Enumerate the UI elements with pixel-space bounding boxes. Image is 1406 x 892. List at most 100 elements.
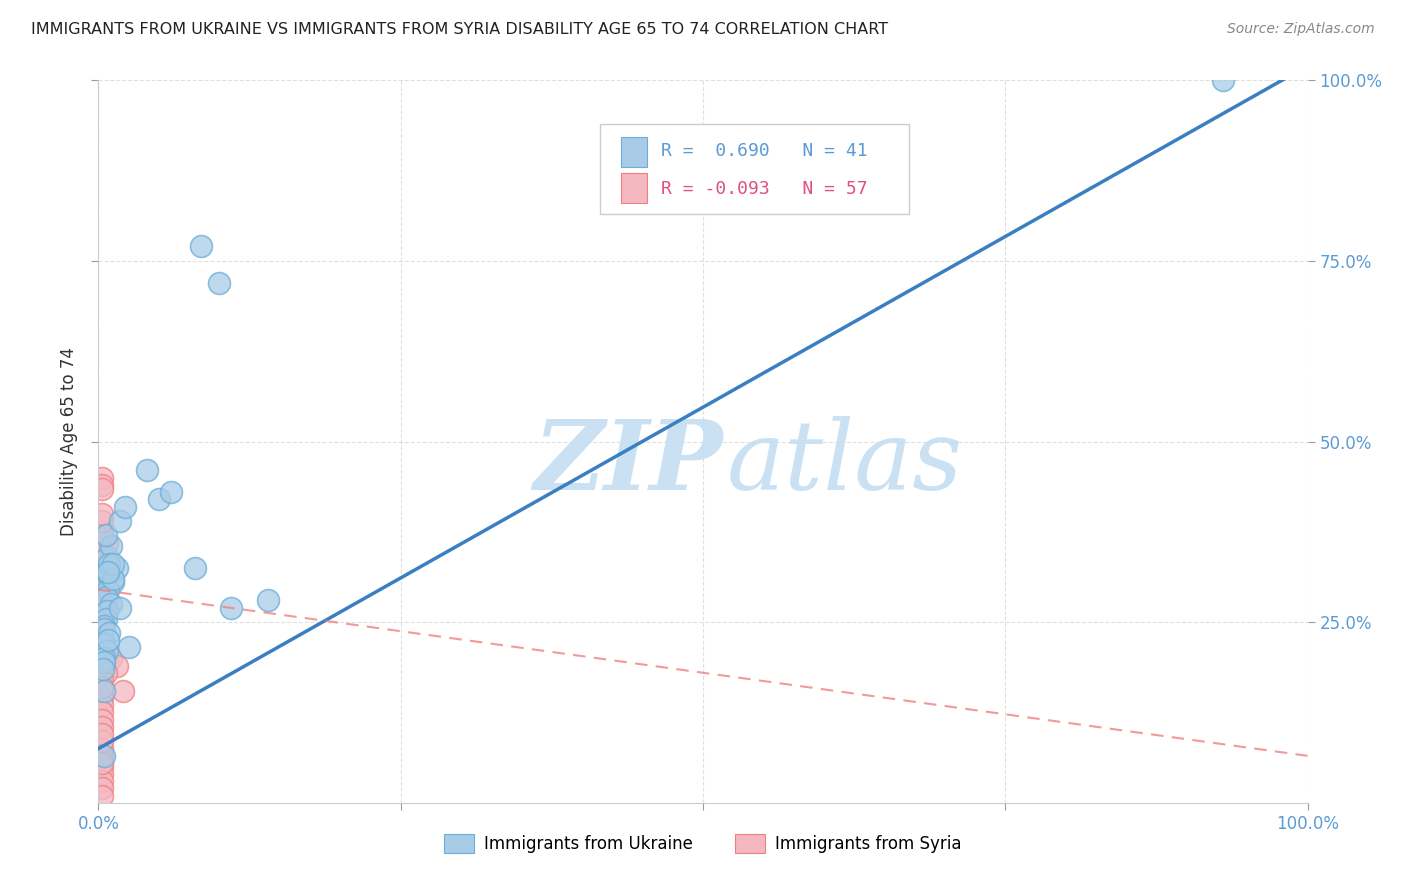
Point: [135, 463, 157, 477]
Bar: [621, 173, 647, 203]
Point: [91, 568, 114, 582]
Point: [105, 561, 128, 575]
Point: [94, 597, 117, 611]
Point: [91, 604, 114, 618]
Point: [100, 597, 122, 611]
Point: [94, 582, 117, 597]
Point: [91, 623, 114, 637]
Point: [91, 748, 114, 763]
Point: [160, 485, 183, 500]
Point: [91, 575, 114, 590]
Point: [256, 593, 278, 607]
Point: [91, 789, 114, 803]
Point: [91, 734, 114, 748]
Point: [91, 542, 114, 557]
Point: [91, 558, 114, 572]
Point: [96, 565, 118, 579]
Point: [221, 600, 243, 615]
Point: [98, 626, 121, 640]
Point: [91, 767, 114, 781]
Point: [91, 691, 114, 706]
Point: [91, 662, 114, 676]
Point: [93, 619, 115, 633]
Point: [148, 492, 170, 507]
Point: [91, 528, 114, 542]
Point: [184, 561, 207, 575]
Point: [93, 655, 115, 669]
Point: [91, 565, 114, 579]
Point: [91, 637, 114, 651]
Point: [96, 535, 118, 549]
Point: [98, 558, 121, 572]
Point: [91, 514, 114, 528]
Point: [91, 590, 114, 604]
Point: [96, 604, 118, 618]
Point: [91, 600, 114, 615]
Point: [94, 590, 117, 604]
Point: [91, 597, 114, 611]
Point: [111, 683, 134, 698]
Point: [97, 568, 120, 582]
Point: [108, 600, 131, 615]
Point: [91, 572, 114, 586]
Point: [100, 539, 122, 553]
Point: [91, 593, 114, 607]
Point: [93, 572, 115, 586]
Point: [93, 748, 115, 763]
Point: [91, 579, 114, 593]
Point: [101, 558, 124, 572]
Point: [91, 680, 114, 694]
Point: [94, 528, 117, 542]
Point: [94, 644, 117, 658]
Point: [91, 774, 114, 789]
Point: [101, 572, 124, 586]
Legend: Immigrants from Ukraine, Immigrants from Syria: Immigrants from Ukraine, Immigrants from…: [437, 827, 969, 860]
Point: [94, 665, 117, 680]
Point: [91, 698, 114, 713]
Point: [94, 611, 117, 625]
Point: [105, 658, 128, 673]
Y-axis label: Disability Age 65 to 74: Disability Age 65 to 74: [59, 347, 77, 536]
Text: Source: ZipAtlas.com: Source: ZipAtlas.com: [1227, 22, 1375, 37]
Point: [91, 582, 114, 597]
Point: [190, 239, 212, 253]
Point: [97, 582, 120, 597]
Point: [91, 756, 114, 770]
Point: [97, 633, 120, 648]
Point: [91, 760, 114, 774]
Point: [97, 565, 120, 579]
Point: [91, 741, 114, 756]
Point: [93, 623, 115, 637]
Point: [91, 470, 114, 484]
Point: [118, 640, 141, 655]
Point: [91, 561, 114, 575]
Point: [91, 550, 114, 565]
Point: [91, 482, 114, 496]
Text: R =  0.690   N = 41: R = 0.690 N = 41: [661, 142, 868, 160]
Bar: [621, 136, 647, 167]
Point: [1212, 73, 1234, 87]
Point: [91, 615, 114, 630]
Point: [91, 590, 114, 604]
Point: [93, 651, 115, 665]
FancyBboxPatch shape: [600, 124, 908, 214]
Point: [91, 565, 114, 579]
Point: [91, 720, 114, 734]
Point: [93, 683, 115, 698]
Point: [91, 579, 114, 593]
Point: [114, 500, 136, 514]
Text: R = -0.093   N = 57: R = -0.093 N = 57: [661, 179, 868, 198]
Point: [208, 276, 231, 290]
Point: [91, 572, 114, 586]
Point: [91, 648, 114, 662]
Point: [91, 706, 114, 720]
Point: [100, 651, 122, 665]
Text: IMMIGRANTS FROM UKRAINE VS IMMIGRANTS FROM SYRIA DISABILITY AGE 65 TO 74 CORRELA: IMMIGRANTS FROM UKRAINE VS IMMIGRANTS FR…: [31, 22, 889, 37]
Point: [91, 507, 114, 521]
Text: ZIP: ZIP: [534, 417, 723, 510]
Point: [91, 593, 114, 607]
Point: [96, 550, 118, 565]
Point: [93, 637, 115, 651]
Point: [91, 781, 114, 796]
Point: [91, 713, 114, 727]
